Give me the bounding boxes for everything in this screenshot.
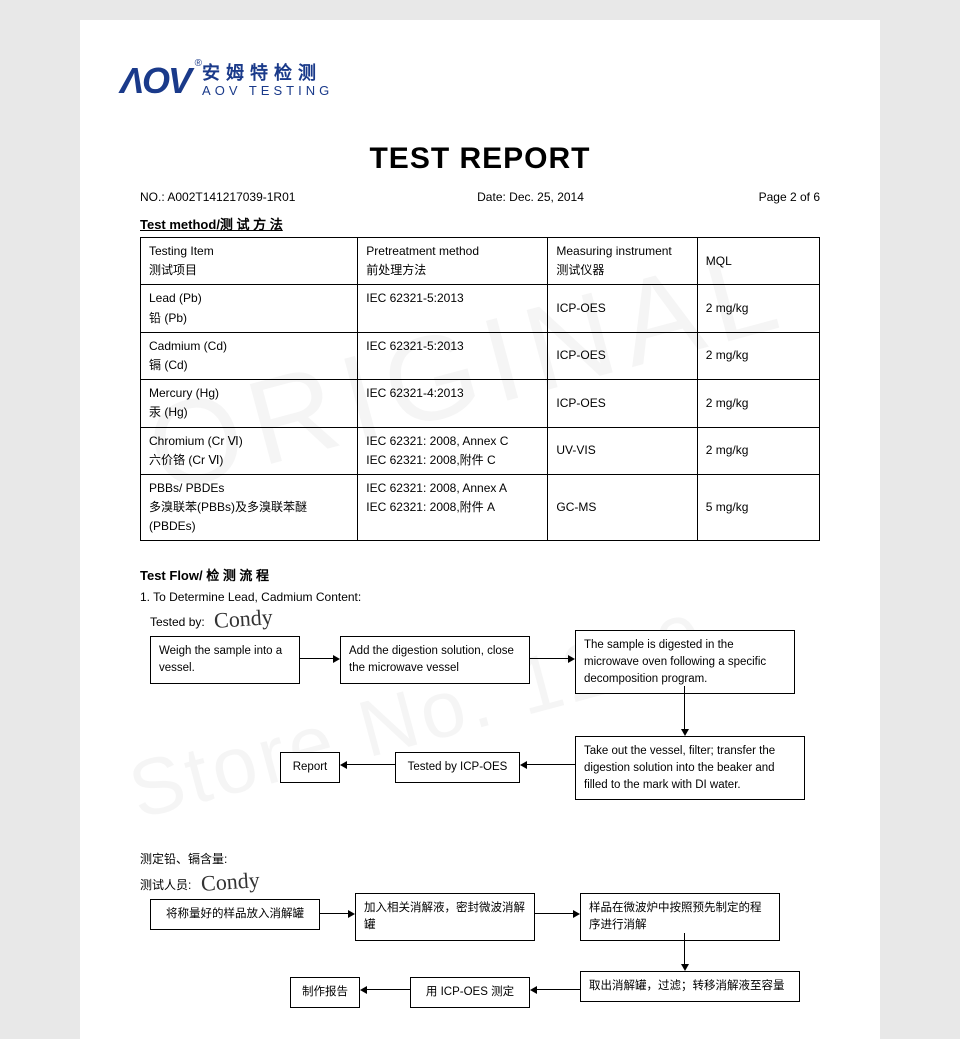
logo-mark: ΛOV ®: [120, 60, 190, 102]
table-row: Chromium (Cr Ⅵ)六价铬 (Cr Ⅵ) IEC 62321: 200…: [141, 427, 820, 474]
table-row: Lead (Pb)铅 (Pb) IEC 62321-5:2013 ICP-OES…: [141, 285, 820, 332]
flow-box: Weigh the sample into a vessel.: [150, 636, 300, 683]
tested-by-cn-row: 测试人员: Condy: [140, 869, 840, 895]
logo-reg: ®: [195, 58, 200, 69]
flow-box: 将称量好的样品放入消解罐: [150, 899, 320, 930]
flow-box: The sample is digested in the microwave …: [575, 630, 795, 694]
flow-box: Take out the vessel, filter; transfer th…: [575, 736, 805, 800]
flowchart-cn: 将称量好的样品放入消解罐 加入相关消解液，密封微波消解罐 样品在微波炉中按照预先…: [140, 899, 820, 1039]
logo-cn: 安姆特检测: [202, 64, 333, 84]
signature-cn: Condy: [200, 867, 260, 897]
table-row: Mercury (Hg)汞 (Hg) IEC 62321-4:2013 ICP-…: [141, 380, 820, 427]
flow-box: Tested by ICP-OES: [395, 752, 520, 783]
section-test-method: Test method/测 试 方 法: [120, 214, 840, 233]
table-row: PBBs/ PBDEs多溴联苯(PBBs)及多溴联苯醚(PBDEs) IEC 6…: [141, 474, 820, 541]
no-value: A002T141217039-1R01: [167, 190, 295, 204]
th-instrument: Measuring instrument: [556, 244, 671, 258]
method-table: Testing Item 测试项目 Pretreatment method 前处理方…: [140, 237, 820, 541]
logo-block: ΛOV ® 安姆特检测 AOV TESTING: [120, 60, 840, 102]
th-pretreatment: Pretreatment method: [366, 244, 479, 258]
logo-en: AOV TESTING: [202, 84, 333, 98]
meta-row: NO.: A002T141217039-1R01 Date: Dec. 25, …: [120, 190, 840, 204]
date-label: Date:: [477, 190, 506, 204]
flow-box: 制作报告: [290, 977, 360, 1008]
flow-box: Add the digestion solution, close the mi…: [340, 636, 530, 683]
th-mql: MQL: [706, 254, 732, 268]
document-page: ORIGINAL Store No. 1230... ΛOV ® 安姆特检测 A…: [80, 20, 880, 1039]
page-number: Page 2 of 6: [691, 190, 820, 204]
section-test-flow: Test Flow/ 检 测 流 程: [140, 565, 840, 584]
th-testing-item: Testing Item: [149, 244, 214, 258]
th-pretreatment-cn: 前处理方法: [366, 263, 426, 277]
flow-box: 样品在微波炉中按照预先制定的程序进行消解: [580, 893, 780, 940]
flow-box: 加入相关消解液，密封微波消解罐: [355, 893, 535, 940]
tested-by-cn-label: 测试人员:: [140, 878, 191, 892]
tested-by-label: Tested by:: [150, 615, 205, 629]
th-testing-item-cn: 测试项目: [149, 263, 197, 277]
flowchart-en: Weigh the sample into a vessel. Add the …: [140, 636, 820, 836]
flow-box: 用 ICP-OES 测定: [410, 977, 530, 1008]
th-instrument-cn: 测试仪器: [556, 263, 604, 277]
signature: Condy: [213, 604, 273, 634]
date-value: Dec. 25, 2014: [509, 190, 584, 204]
flow-cn-sub1: 测定铅、镉含量:: [140, 850, 840, 867]
logo-mark-text: ΛOV: [120, 60, 190, 101]
flow-sub-1: 1. To Determine Lead, Cadmium Content:: [140, 590, 840, 604]
flow-box: Report: [280, 752, 340, 783]
no-label: NO.:: [140, 190, 165, 204]
table-header-row: Testing Item 测试项目 Pretreatment method 前处理方…: [141, 238, 820, 285]
table-row: Cadmium (Cd)镉 (Cd) IEC 62321-5:2013 ICP-…: [141, 332, 820, 379]
tested-by-row: Tested by: Condy: [150, 606, 840, 632]
flow-box: 取出消解罐，过滤；转移消解液至容量: [580, 971, 800, 1002]
report-title: TEST REPORT: [120, 142, 840, 176]
